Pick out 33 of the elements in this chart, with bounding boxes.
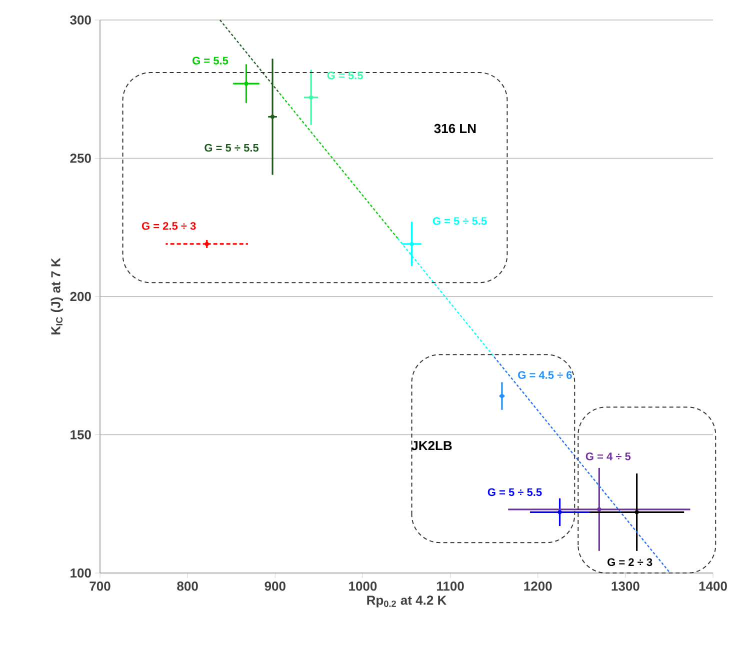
annotation: G = 4.5 ÷ 6 (518, 371, 572, 379)
point (410, 242, 414, 246)
x-tick-label: 700 (90, 582, 110, 591)
x-tick-label: 800 (177, 582, 198, 591)
x-axis-title: Rp$_{0.2}$ at 4.2 K (367, 596, 447, 608)
y-tick-label: 150 (70, 430, 91, 440)
x-tick-label: 1400 (699, 582, 727, 591)
point (634, 510, 639, 514)
y-axis-title: K$_{IC}$ (J) at 7 K (50, 258, 63, 334)
annotation: JK2LB (411, 440, 452, 450)
y-tick-label: 200 (70, 292, 91, 302)
annotation: G = 5 ÷ 5.5 (432, 217, 487, 225)
annotation: G = 2.5 ÷ 3 (142, 222, 196, 230)
x-tick-label: 1300 (612, 582, 640, 591)
annotation: G = 5 ÷ 5.5 (488, 488, 542, 496)
annotation: G = 4 ÷ 5 (586, 452, 631, 460)
y-tick-label: 250 (70, 154, 91, 163)
y-tick-label: 100 (70, 568, 91, 578)
annotation: 316 LN (434, 124, 476, 134)
point (558, 510, 562, 514)
x-tick-label: 1000 (349, 582, 377, 591)
point (244, 81, 248, 86)
point (597, 507, 602, 512)
annotation: G = 5.5 (327, 72, 363, 80)
annotation: G = 5.5 (192, 56, 228, 64)
x-tick-label: 900 (264, 582, 286, 591)
annotation: G = 5 ÷ 5.5 (204, 144, 259, 152)
y-tick-label: 300 (70, 15, 91, 25)
x-tick-label: 1200 (524, 582, 552, 591)
annotation: G = 2 ÷ 3 (608, 558, 652, 566)
point (308, 95, 314, 100)
point (204, 242, 209, 246)
x-tick-label: 1100 (437, 582, 464, 591)
